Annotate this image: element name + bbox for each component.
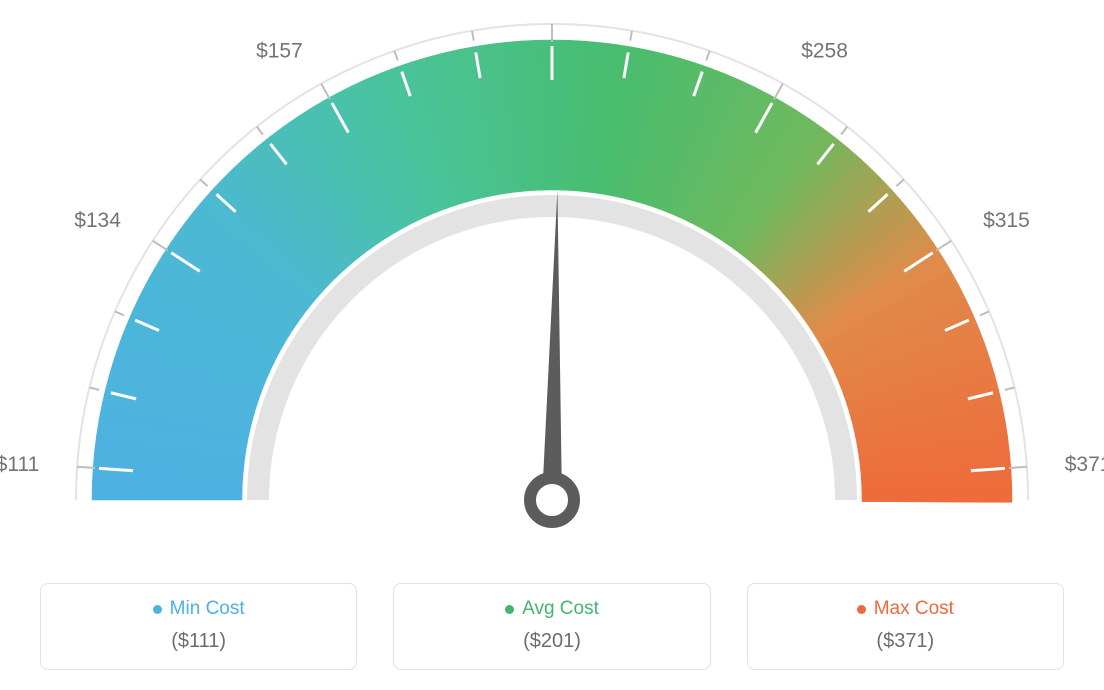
legend-row: Min Cost ($111) Avg Cost ($201) Max Cost… xyxy=(0,583,1104,670)
legend-card-max: Max Cost ($371) xyxy=(747,583,1064,670)
legend-label: Avg Cost xyxy=(522,598,599,620)
tick-label: $134 xyxy=(74,209,121,232)
legend-title-avg: Avg Cost xyxy=(505,598,599,620)
legend-value: ($201) xyxy=(404,630,699,653)
dot-icon xyxy=(153,605,162,614)
legend-card-avg: Avg Cost ($201) xyxy=(393,583,710,670)
legend-value: ($371) xyxy=(758,630,1053,653)
legend-label: Max Cost xyxy=(874,598,954,620)
legend-title-min: Min Cost xyxy=(153,598,245,620)
legend-card-min: Min Cost ($111) xyxy=(40,583,357,670)
tick-label: $371 xyxy=(1065,453,1104,476)
tick-label: $111 xyxy=(0,453,39,476)
tick-label: $157 xyxy=(256,39,303,62)
tick-label: $258 xyxy=(801,39,848,62)
dot-icon xyxy=(505,605,514,614)
gauge-chart: $111$134$157$201$258$315$371 xyxy=(0,0,1104,560)
tick-label: $315 xyxy=(983,209,1030,232)
legend-label: Min Cost xyxy=(170,598,245,620)
gauge-svg: $111$134$157$201$258$315$371 xyxy=(0,0,1104,560)
legend-value: ($111) xyxy=(51,630,346,653)
dot-icon xyxy=(857,605,866,614)
legend-title-max: Max Cost xyxy=(857,598,954,620)
